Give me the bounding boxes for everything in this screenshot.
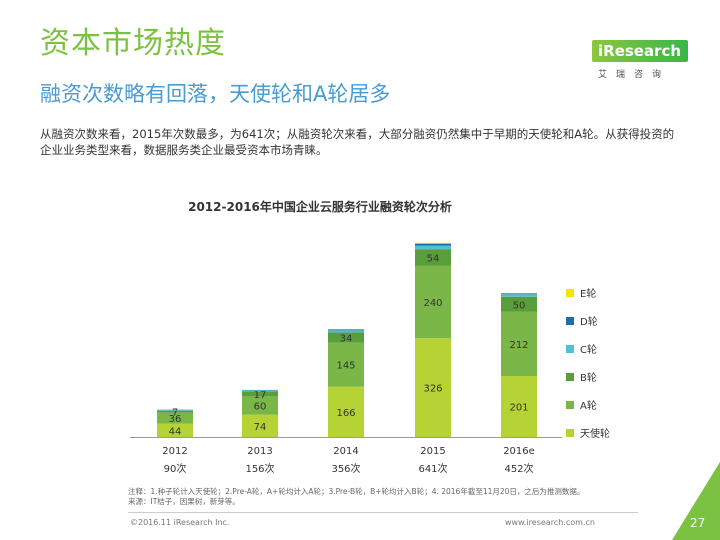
bar-segment-2014-A轮: [328, 342, 364, 387]
footer-divider: [128, 512, 638, 513]
data-label-2012-天使轮: 44: [169, 426, 182, 437]
chart-title: 2012-2016年中国企业云服务行业融资轮次分析: [188, 200, 452, 214]
data-label-2015-B轮: 54: [427, 253, 440, 264]
bar-segment-2015-E轮: [415, 242, 451, 244]
total-label-2016e: 452次: [504, 462, 533, 475]
legend-swatch-天使轮: [566, 429, 574, 437]
legend-label-天使轮: 天使轮: [580, 427, 610, 440]
legend-swatch-E轮: [566, 289, 574, 297]
data-label-2016e-A轮: 212: [509, 340, 528, 351]
bar-segment-2013-C轮: [242, 390, 278, 392]
logo-text: iResearch: [598, 42, 682, 60]
note-line-2: 来源：IT桔子，因果树，新芽等。: [128, 497, 240, 506]
bar-segment-2013-B轮: [242, 391, 278, 397]
legend-label-C轮: C轮: [580, 343, 597, 356]
legend-swatch-D轮: [566, 317, 574, 325]
bar-segment-2013-A轮: [242, 396, 278, 415]
legend-swatch-A轮: [566, 401, 574, 409]
note-line-1: 注释：1.种子轮计入天使轮；2.Pre-A轮，A+轮均计入A轮；3.Pre-B轮…: [128, 487, 585, 496]
data-label-2014-A轮: 145: [336, 361, 355, 372]
x-tick-label-2014: 2014: [333, 446, 358, 457]
bar-segment-2015-天使轮: [415, 338, 451, 437]
total-label-2014: 356次: [331, 462, 360, 475]
bar-segment-2014-D轮: [328, 329, 364, 331]
x-tick-label-2016e: 2016e: [503, 446, 535, 457]
bar-segment-2016e-A轮: [501, 311, 537, 377]
bar-segment-2015-A轮: [415, 265, 451, 339]
data-label-2013-A轮: 60: [254, 401, 267, 412]
data-label-2015-A轮: 240: [423, 298, 442, 309]
legend-label-B轮: B轮: [580, 371, 597, 384]
data-label-2013-B轮: 17: [254, 390, 267, 401]
legend-label-A轮: A轮: [580, 399, 597, 412]
data-label-2014-天使轮: 166: [336, 408, 355, 419]
bar-segment-2016e-B轮: [501, 296, 537, 312]
bar-segment-2016e-C轮: [501, 294, 537, 297]
bar-segment-2013-天使轮: [242, 414, 278, 437]
logo-subtitle: 艾瑞咨询: [598, 70, 671, 80]
bar-segment-2012-C轮: [157, 410, 193, 411]
data-label-2013-天使轮: 74: [254, 422, 267, 433]
bar-segment-2014-天使轮: [328, 386, 364, 437]
bar-segment-2015-B轮: [415, 249, 451, 266]
page-subtitle: 融资次数略有回落，天使轮和A轮居多: [40, 82, 391, 106]
bar-segment-2012-B轮: [157, 410, 193, 413]
bar-segment-2015-C轮: [415, 245, 451, 250]
legend-swatch-B轮: [566, 373, 574, 381]
data-label-2014-B轮: 34: [340, 334, 353, 345]
bar-segment-2014-C轮: [328, 330, 364, 333]
bar-segment-2016e-天使轮: [501, 376, 537, 437]
x-tick-label-2012: 2012: [162, 446, 187, 457]
description-text: 从融资次数来看，2015年次数最多，为641次；从融资轮次来看，大部分融资仍然集…: [40, 127, 675, 157]
data-label-2012-B轮: 7: [172, 408, 178, 419]
bar-segment-2016e-D轮: [501, 293, 537, 295]
total-label-2015: 641次: [418, 462, 447, 475]
data-label-2012-A轮: 36: [169, 414, 182, 425]
chart-notes: 注释：1.种子轮计入天使轮；2.Pre-A轮，A+轮均计入A轮；3.Pre-B轮…: [128, 487, 648, 507]
bar-segment-2015-D轮: [415, 243, 451, 246]
data-label-2015-天使轮: 326: [423, 384, 442, 395]
data-label-2016e-B轮: 50: [513, 300, 526, 311]
x-tick-label-2013: 2013: [247, 446, 272, 457]
bar-segment-2012-天使轮: [157, 423, 193, 437]
x-tick-label-2015: 2015: [420, 446, 445, 457]
footer-copyright: ©2016.11 iResearch Inc.: [130, 518, 230, 527]
page-number: 27: [690, 516, 706, 530]
bar-segment-2014-B轮: [328, 332, 364, 343]
total-label-2012: 90次: [164, 462, 187, 475]
page-title: 资本市场热度: [40, 26, 226, 61]
footer-website: www.iresearch.com.cn: [505, 518, 595, 527]
total-label-2013: 156次: [245, 462, 274, 475]
data-label-2016e-天使轮: 201: [509, 403, 528, 414]
logo-badge: [592, 40, 688, 62]
bar-segment-2012-A轮: [157, 412, 193, 424]
legend-label-D轮: D轮: [580, 315, 598, 328]
iresearch-logo: iResearch 艾瑞咨询: [592, 40, 688, 84]
legend-swatch-C轮: [566, 345, 574, 353]
corner-decoration: [672, 462, 720, 540]
legend-label-E轮: E轮: [580, 287, 596, 300]
